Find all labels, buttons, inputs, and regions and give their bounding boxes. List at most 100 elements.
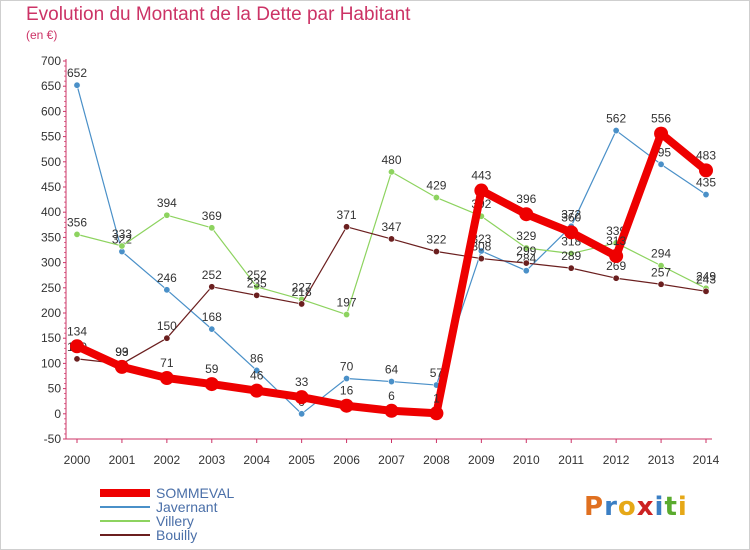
data-point-javernant	[477, 247, 485, 255]
logo-letter: i	[677, 492, 688, 522]
legend-label: Villery	[156, 513, 194, 529]
y-tick-label: 400	[41, 205, 61, 219]
data-point-javernant	[298, 410, 306, 418]
data-point-sommeval	[339, 398, 354, 413]
data-point-bouilly	[432, 248, 440, 256]
data-label-javernant: 372	[561, 207, 581, 221]
y-tick-label: 100	[41, 356, 61, 370]
x-tick-label: 2007	[378, 453, 405, 467]
data-point-villery	[163, 211, 171, 219]
x-tick-label: 2013	[648, 453, 675, 467]
data-label-sommeval: 6	[388, 389, 395, 403]
data-point-sommeval	[609, 249, 624, 264]
legend-item-sommeval: SOMMEVAL	[100, 486, 340, 500]
y-tick-label: -50	[44, 432, 62, 446]
data-label-bouilly: 371	[337, 208, 357, 222]
data-label-bouilly: 99	[115, 345, 129, 359]
data-point-villery	[343, 311, 351, 319]
data-point-javernant	[387, 378, 395, 386]
data-label-bouilly: 347	[381, 220, 401, 234]
x-tick-label: 2001	[109, 453, 136, 467]
data-label-bouilly: 257	[651, 265, 671, 279]
x-tick-label: 2008	[423, 453, 450, 467]
legend-label: SOMMEVAL	[156, 485, 235, 501]
data-label-bouilly: 150	[157, 319, 177, 333]
data-point-bouilly	[253, 291, 261, 299]
data-point-sommeval	[114, 359, 129, 374]
legend-item-javernant: Javernant	[100, 500, 340, 514]
y-tick-label: 600	[41, 104, 61, 118]
data-point-sommeval	[159, 371, 174, 386]
y-tick-label: 0	[54, 407, 61, 421]
data-label-villery: 249	[696, 269, 716, 283]
data-point-sommeval	[429, 406, 444, 421]
data-point-javernant	[657, 160, 665, 168]
data-point-sommeval	[699, 163, 713, 178]
data-label-javernant: 562	[606, 112, 626, 126]
y-tick-label: 650	[41, 79, 61, 93]
x-tick-label: 2010	[513, 453, 540, 467]
logo-letter: P	[584, 492, 605, 522]
data-label-javernant: 86	[250, 351, 264, 365]
data-point-sommeval	[294, 390, 309, 405]
data-label-javernant: 323	[471, 232, 491, 246]
data-label-villery: 294	[651, 247, 671, 261]
data-label-javernant: 652	[67, 66, 87, 80]
data-label-sommeval: 313	[606, 234, 626, 248]
data-point-sommeval	[249, 383, 264, 398]
data-point-villery	[387, 168, 395, 176]
chart-title: Evolution du Montant de la Dette par Hab…	[26, 4, 411, 25]
data-point-sommeval	[70, 339, 84, 354]
data-label-javernant: 64	[385, 363, 399, 377]
data-point-villery	[522, 244, 530, 252]
data-point-javernant	[702, 191, 710, 199]
data-point-bouilly	[163, 334, 171, 342]
data-label-javernant: 168	[202, 310, 222, 324]
y-tick-label: 450	[41, 180, 61, 194]
data-label-bouilly: 218	[292, 285, 312, 299]
x-tick-label: 2003	[198, 453, 225, 467]
data-label-sommeval: 16	[340, 384, 354, 398]
data-label-bouilly: 235	[247, 276, 267, 290]
data-label-villery: 197	[337, 296, 357, 310]
data-point-bouilly	[702, 287, 710, 295]
data-label-sommeval: 46	[250, 369, 264, 383]
legend-item-bouilly: Bouilly	[100, 528, 340, 542]
x-tick-label: 2002	[154, 453, 181, 467]
data-label-bouilly: 299	[516, 244, 536, 258]
data-label-sommeval: 59	[205, 362, 219, 376]
data-label-villery: 329	[516, 229, 536, 243]
data-label-bouilly: 252	[202, 268, 222, 282]
x-tick-label: 2005	[288, 453, 315, 467]
data-point-bouilly	[567, 264, 575, 272]
data-point-javernant	[73, 81, 81, 89]
data-point-villery	[657, 262, 665, 270]
data-point-villery	[208, 224, 216, 232]
data-label-villery: 369	[202, 209, 222, 223]
x-tick-label: 2000	[64, 453, 91, 467]
data-label-sommeval: 1	[433, 391, 440, 405]
data-point-bouilly	[657, 280, 665, 288]
data-label-villery: 227	[292, 280, 312, 294]
data-point-bouilly	[387, 235, 395, 243]
data-label-bouilly: 308	[471, 240, 491, 254]
data-point-bouilly	[298, 300, 306, 308]
legend-swatch	[100, 506, 150, 508]
data-label-villery: 356	[67, 215, 87, 229]
data-label-sommeval: 134	[67, 324, 87, 338]
logo-letter: t	[664, 492, 678, 522]
data-point-bouilly	[477, 255, 485, 263]
data-label-bouilly: 269	[606, 259, 626, 273]
logo-letter: i	[654, 492, 665, 522]
data-label-sommeval: 33	[295, 375, 309, 389]
x-tick-label: 2009	[468, 453, 495, 467]
data-point-javernant	[343, 375, 351, 383]
data-point-sommeval	[384, 403, 399, 418]
data-label-sommeval: 360	[561, 210, 581, 224]
data-point-javernant	[163, 286, 171, 294]
data-label-bouilly: 243	[696, 272, 716, 286]
data-label-villery: 394	[157, 196, 177, 210]
y-tick-label: 250	[41, 281, 61, 295]
y-tick-label: 50	[48, 382, 62, 396]
